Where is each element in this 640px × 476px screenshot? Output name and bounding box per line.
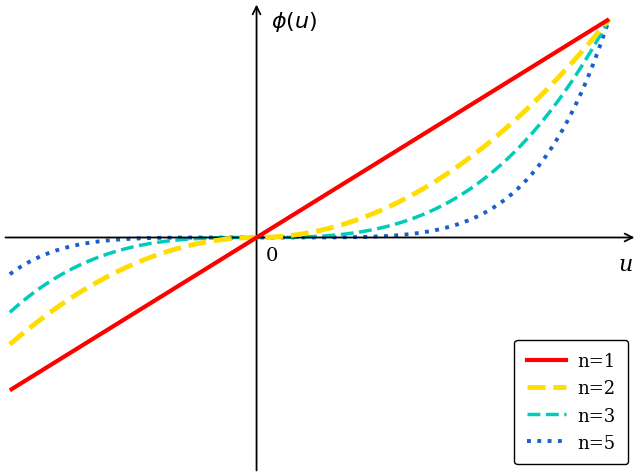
Text: 0: 0	[266, 247, 278, 265]
Legend: n=1, n=2, n=3, n=5: n=1, n=2, n=3, n=5	[514, 340, 628, 464]
Text: $\phi(u)$: $\phi(u)$	[271, 10, 317, 34]
Text: u: u	[619, 253, 633, 275]
